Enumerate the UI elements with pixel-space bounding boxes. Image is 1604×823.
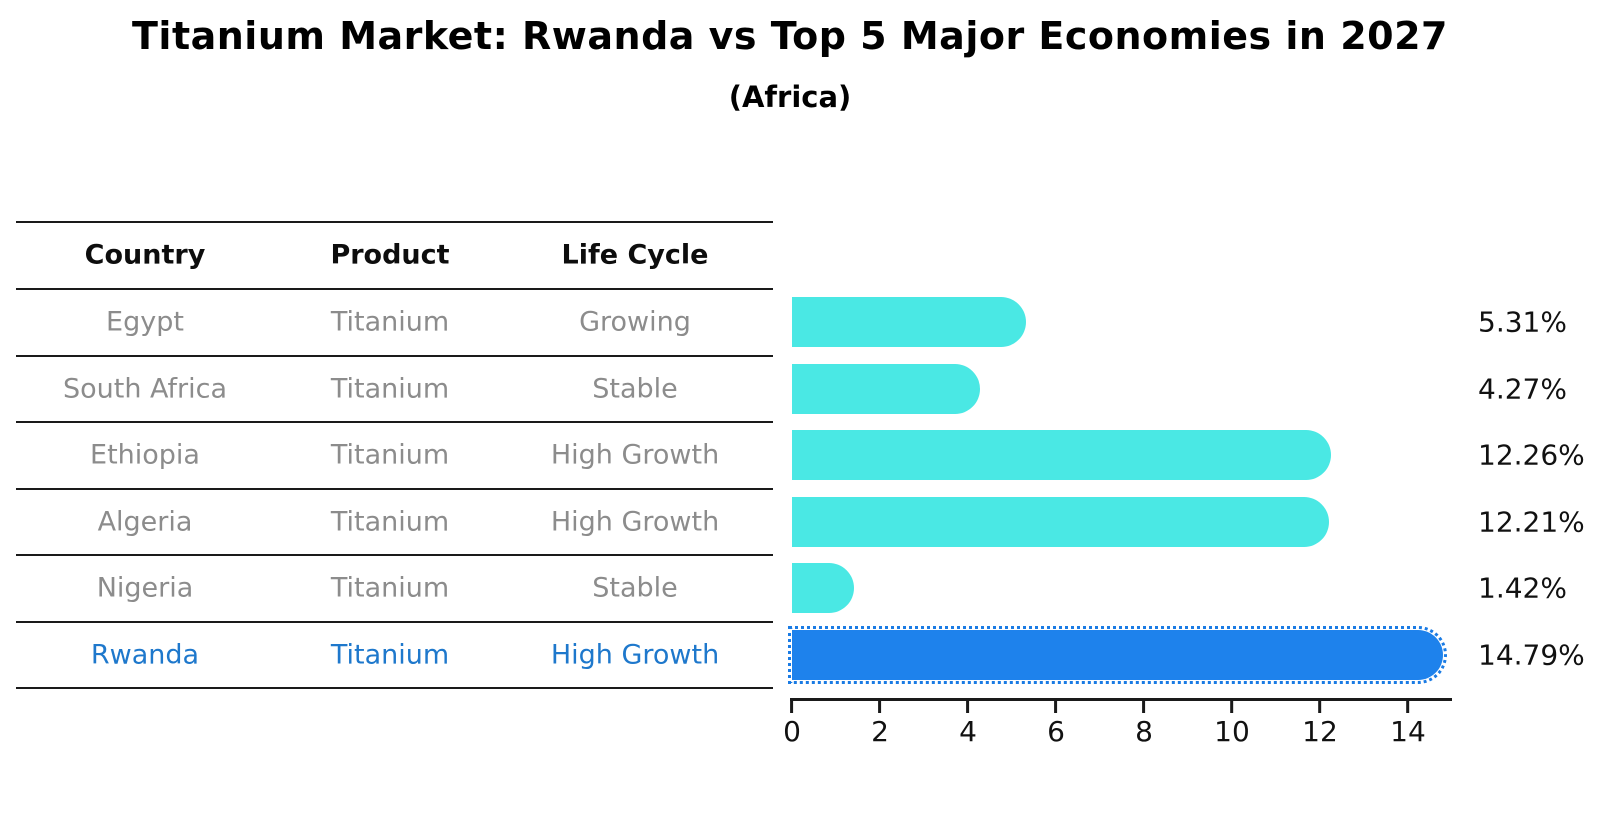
bar-nigeria	[792, 563, 855, 613]
x-tick-label: 2	[871, 715, 889, 748]
x-tick-mark	[966, 701, 970, 713]
table-rule-bottom	[16, 687, 773, 689]
cell-lifecycle: High Growth	[550, 439, 720, 471]
bar-ethiopia	[792, 430, 1332, 480]
x-tick-mark	[1406, 701, 1410, 713]
table-rule	[16, 554, 773, 556]
x-tick-label: 8	[1135, 715, 1153, 748]
x-tick: 0	[783, 701, 801, 748]
x-tick-mark	[1054, 701, 1058, 713]
x-tick: 2	[871, 701, 889, 748]
x-tick-label: 6	[1047, 715, 1065, 748]
value-label: 12.26%	[1478, 438, 1585, 472]
x-tick: 4	[959, 701, 977, 748]
col-header-country: Country	[84, 239, 206, 271]
cell-country: Nigeria	[96, 572, 194, 604]
value-label: 4.27%	[1478, 372, 1567, 405]
table-rule	[16, 421, 773, 423]
cell-lifecycle-highlighted: High Growth	[550, 639, 720, 670]
cell-product: Titanium	[330, 439, 450, 471]
cell-lifecycle: Growing	[579, 306, 691, 338]
cell-lifecycle: Stable	[592, 373, 678, 404]
cell-product: Titanium	[330, 373, 450, 404]
cell-product: Titanium	[330, 306, 450, 338]
x-tick-mark	[1142, 701, 1146, 713]
x-tick: 10	[1214, 701, 1250, 748]
x-tick: 6	[1047, 701, 1065, 748]
table-rule	[16, 488, 773, 490]
table-rule	[16, 621, 773, 623]
x-tick-mark	[790, 701, 794, 713]
cell-country-highlighted: Rwanda	[90, 639, 200, 670]
cell-country: Algeria	[97, 506, 193, 537]
table-rule	[16, 355, 773, 357]
chart-title: Titanium Market: Rwanda vs Top 5 Major E…	[132, 14, 1448, 58]
x-tick-mark	[1318, 701, 1322, 713]
value-label: 12.21%	[1478, 505, 1585, 538]
x-tick-label: 4	[959, 715, 977, 748]
x-tick: 14	[1390, 701, 1426, 748]
x-tick: 12	[1302, 701, 1338, 748]
cell-country: Ethiopia	[90, 439, 200, 471]
cell-country: Egypt	[106, 306, 184, 338]
x-tick-label: 10	[1214, 715, 1250, 748]
table-rule-header	[16, 288, 773, 290]
cell-product: Titanium	[330, 506, 450, 537]
x-tick-label: 12	[1302, 715, 1338, 748]
bar-egypt	[792, 297, 1026, 347]
cell-country: South Africa	[62, 373, 228, 404]
cell-product: Titanium	[330, 572, 450, 604]
bar-algeria	[792, 496, 1330, 547]
cell-lifecycle: Stable	[592, 572, 678, 604]
value-label: 1.42%	[1478, 571, 1567, 605]
bar-south-africa	[792, 363, 980, 414]
col-header-lifecycle: Life Cycle	[561, 239, 709, 271]
x-tick-mark	[878, 701, 882, 713]
col-header-product: Product	[330, 239, 450, 271]
x-axis-line	[790, 698, 1452, 701]
x-tick-label: 0	[783, 715, 801, 748]
bar-rwanda-highlighted	[788, 625, 1447, 684]
x-tick-mark	[1230, 701, 1234, 713]
cell-lifecycle: High Growth	[550, 506, 720, 537]
value-label: 5.31%	[1478, 305, 1567, 339]
chart-subtitle: (Africa)	[728, 80, 852, 114]
table-rule-top	[16, 221, 773, 223]
cell-product-highlighted: Titanium	[330, 639, 450, 670]
x-tick-label: 14	[1390, 715, 1426, 748]
value-label: 14.79%	[1478, 638, 1585, 671]
x-tick: 8	[1135, 701, 1153, 748]
